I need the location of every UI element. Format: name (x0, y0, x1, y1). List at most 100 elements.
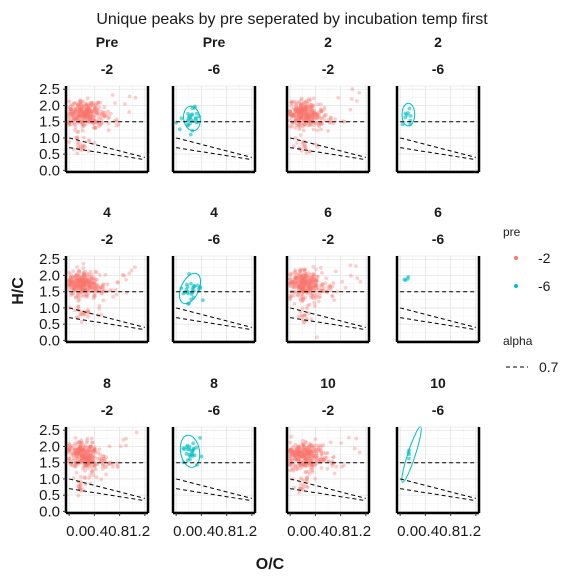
data-point (87, 138, 92, 143)
data-point (299, 275, 303, 280)
data-point (303, 280, 308, 284)
data-point (309, 453, 313, 457)
data-point (103, 110, 107, 115)
data-point (328, 284, 333, 289)
data-point (84, 279, 89, 284)
data-point (299, 449, 303, 454)
data-point (86, 311, 91, 315)
data-point (301, 289, 306, 294)
data-point (73, 117, 78, 122)
data-point (292, 278, 297, 282)
data-point (317, 448, 322, 453)
data-point (91, 452, 95, 456)
data-point (81, 280, 86, 284)
data-point (319, 466, 324, 470)
data-point (328, 287, 333, 292)
data-point (78, 440, 82, 445)
facet-panel: 8-2 (64, 375, 150, 515)
data-point (194, 111, 199, 116)
data-point (288, 110, 293, 114)
data-point (298, 133, 303, 138)
data-point (78, 107, 83, 111)
data-point (67, 105, 72, 110)
data-point (314, 455, 319, 460)
data-point (288, 284, 293, 288)
data-point (297, 452, 302, 456)
data-point (308, 290, 312, 295)
data-point (186, 458, 190, 463)
data-point (101, 110, 105, 115)
data-point (302, 463, 306, 467)
data-point (302, 113, 307, 117)
data-point (296, 279, 300, 284)
data-point (100, 464, 105, 468)
data-point (306, 275, 311, 279)
data-point (303, 281, 307, 286)
data-point (302, 268, 307, 272)
data-point (326, 117, 331, 122)
data-point (96, 450, 101, 455)
data-point (72, 447, 77, 452)
data-point (90, 100, 95, 105)
data-point (74, 116, 78, 121)
data-point (98, 285, 103, 290)
data-point (296, 314, 301, 319)
data-point (83, 101, 88, 106)
data-point (67, 443, 72, 448)
data-point (294, 279, 299, 284)
data-point (339, 441, 344, 445)
data-point (84, 102, 89, 107)
data-point (318, 283, 323, 288)
data-point (93, 105, 97, 110)
data-point (308, 106, 313, 110)
data-point (304, 107, 309, 112)
data-point (299, 108, 304, 112)
data-point (78, 445, 83, 449)
data-point (73, 460, 78, 465)
data-point (309, 442, 313, 447)
data-point (300, 438, 305, 443)
data-point (89, 456, 94, 461)
data-point (307, 455, 312, 459)
data-point (83, 463, 88, 468)
data-point (291, 114, 295, 118)
data-point (290, 467, 295, 471)
y-tick-label: 2.5 (39, 81, 60, 98)
data-point (297, 457, 301, 462)
data-point (303, 108, 308, 113)
data-point (407, 456, 411, 461)
data-point (291, 451, 296, 455)
data-point (71, 275, 76, 280)
data-point (305, 117, 310, 121)
data-point (72, 101, 77, 105)
data-point (307, 455, 312, 459)
data-point (314, 285, 319, 290)
data-point (291, 106, 296, 111)
data-point (318, 265, 323, 270)
data-point (76, 295, 81, 300)
data-point (299, 459, 303, 464)
data-point (306, 278, 311, 282)
data-point (69, 285, 74, 290)
data-point (288, 109, 293, 113)
data-point (123, 102, 127, 106)
data-point (84, 457, 89, 462)
data-point (129, 268, 134, 273)
data-point (85, 111, 90, 116)
reference-line-lower-diagonal (400, 147, 476, 161)
data-point (331, 455, 336, 459)
data-point (80, 115, 85, 119)
data-point (91, 286, 96, 291)
data-point (315, 286, 320, 290)
data-point (78, 282, 83, 287)
data-point (300, 295, 305, 299)
data-point (92, 276, 97, 280)
data-point (84, 278, 89, 283)
data-point (309, 449, 314, 454)
data-point (127, 271, 132, 276)
data-point (81, 466, 85, 471)
data-point (85, 445, 90, 449)
data-point (294, 275, 298, 280)
data-point (74, 450, 79, 455)
data-point (305, 282, 310, 287)
